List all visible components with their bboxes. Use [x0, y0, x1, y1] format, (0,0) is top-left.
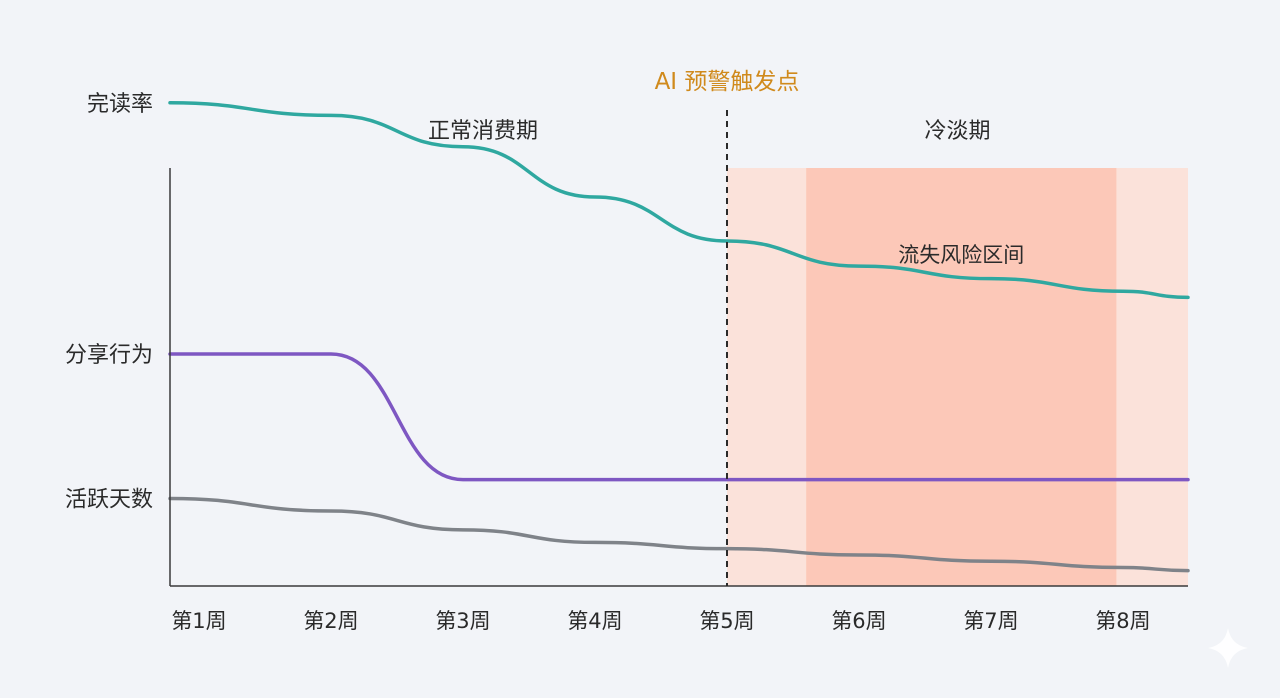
churn-risk-zone-shading	[806, 168, 1117, 586]
x-tick-label: 第6周	[831, 609, 886, 633]
x-tick-label: 第2周	[303, 609, 358, 633]
active-days-line	[168, 496, 1190, 573]
y-label-active-days: 活跃天数	[65, 487, 153, 512]
period-label-cold: 冷淡期	[924, 119, 990, 144]
completion-rate-line	[168, 101, 1190, 300]
sparkle-icon	[1208, 628, 1248, 668]
x-tick-label: 第3周	[435, 609, 490, 633]
y-label-completion-rate: 完读率	[87, 92, 153, 117]
risk-zone-label: 流失风险区间	[898, 243, 1024, 267]
x-tick-label: 第4周	[567, 609, 622, 633]
series-layer	[168, 101, 1190, 573]
x-tick-label: 第7周	[963, 609, 1018, 633]
x-tick-label: 第5周	[699, 609, 754, 633]
y-label-share-behavior: 分享行为	[65, 343, 153, 368]
x-tick-labels: 第1周 第2周 第3周 第4周 第5周 第6周 第7周 第8周	[171, 609, 1150, 633]
x-tick-label: 第8周	[1095, 609, 1150, 633]
period-label-normal: 正常消费期	[428, 119, 538, 144]
ai-trigger-label: AI 预警触发点	[655, 69, 800, 95]
x-tick-label: 第1周	[171, 609, 226, 633]
share-behavior-line	[168, 352, 1190, 482]
